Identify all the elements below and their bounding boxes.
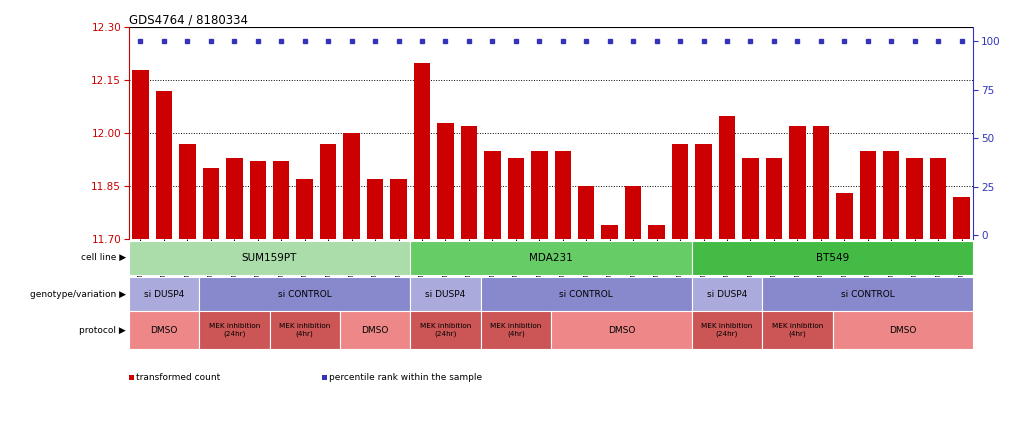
Text: si CONTROL: si CONTROL — [840, 290, 895, 299]
Text: DMSO: DMSO — [608, 326, 636, 335]
Bar — [930, 158, 947, 239]
Text: cell line ▶: cell line ▶ — [80, 253, 126, 262]
Bar — [410, 241, 692, 275]
Bar — [179, 144, 196, 239]
Bar — [203, 168, 219, 239]
Bar — [199, 311, 270, 349]
Text: MEK inhibition
(24hr): MEK inhibition (24hr) — [209, 324, 260, 337]
Text: MEK inhibition
(4hr): MEK inhibition (4hr) — [771, 324, 823, 337]
Bar — [765, 158, 782, 239]
Bar — [695, 144, 712, 239]
Text: si DUSP4: si DUSP4 — [707, 290, 747, 299]
Bar — [481, 277, 692, 312]
Bar — [227, 158, 242, 239]
Bar — [692, 277, 762, 312]
Bar — [340, 311, 410, 349]
Bar — [531, 151, 548, 239]
Text: genotype/variation ▶: genotype/variation ▶ — [30, 290, 126, 299]
Text: si DUSP4: si DUSP4 — [425, 290, 466, 299]
Bar — [508, 158, 524, 239]
Bar — [883, 151, 899, 239]
Text: DMSO: DMSO — [889, 326, 917, 335]
Bar — [719, 115, 735, 239]
Text: MEK inhibition
(4hr): MEK inhibition (4hr) — [490, 324, 542, 337]
Text: si DUSP4: si DUSP4 — [144, 290, 184, 299]
Bar — [789, 126, 805, 239]
Bar — [813, 126, 829, 239]
Bar — [297, 179, 313, 239]
Bar — [743, 158, 759, 239]
Bar — [414, 63, 431, 239]
Bar — [692, 241, 973, 275]
Bar — [860, 151, 876, 239]
Text: MEK inhibition
(4hr): MEK inhibition (4hr) — [279, 324, 331, 337]
Bar — [836, 193, 853, 239]
Bar — [199, 277, 410, 312]
Bar — [156, 91, 172, 239]
Bar — [551, 311, 692, 349]
Bar — [554, 151, 571, 239]
Text: MDA231: MDA231 — [529, 253, 573, 263]
Bar — [410, 277, 481, 312]
Bar — [906, 158, 923, 239]
Text: protocol ▶: protocol ▶ — [79, 326, 126, 335]
Bar — [481, 311, 551, 349]
Bar — [832, 311, 973, 349]
Bar — [129, 277, 199, 312]
Bar — [649, 225, 664, 239]
Bar — [625, 186, 642, 239]
Text: MEK inhibition
(24hr): MEK inhibition (24hr) — [701, 324, 753, 337]
Text: MEK inhibition
(24hr): MEK inhibition (24hr) — [420, 324, 471, 337]
Text: transformed count: transformed count — [136, 373, 220, 382]
Text: percentile rank within the sample: percentile rank within the sample — [330, 373, 483, 382]
Bar — [692, 311, 762, 349]
Text: si CONTROL: si CONTROL — [278, 290, 332, 299]
Bar — [367, 179, 383, 239]
Bar — [343, 133, 359, 239]
Bar — [762, 311, 832, 349]
Bar — [438, 123, 453, 239]
Text: SUM159PT: SUM159PT — [242, 253, 298, 263]
Bar — [273, 162, 289, 239]
Text: GDS4764 / 8180334: GDS4764 / 8180334 — [129, 14, 248, 26]
Text: si CONTROL: si CONTROL — [559, 290, 613, 299]
Bar — [672, 144, 688, 239]
Bar — [578, 186, 594, 239]
Bar — [460, 126, 477, 239]
Bar — [132, 70, 148, 239]
Bar — [390, 179, 407, 239]
Bar — [270, 311, 340, 349]
Text: DMSO: DMSO — [150, 326, 177, 335]
Bar — [320, 144, 337, 239]
Text: DMSO: DMSO — [362, 326, 388, 335]
Bar — [484, 151, 501, 239]
Bar — [602, 225, 618, 239]
Bar — [954, 197, 970, 239]
Bar — [762, 277, 973, 312]
Bar — [410, 311, 481, 349]
Bar — [129, 241, 410, 275]
Text: BT549: BT549 — [816, 253, 849, 263]
Bar — [249, 162, 266, 239]
Bar — [129, 311, 199, 349]
